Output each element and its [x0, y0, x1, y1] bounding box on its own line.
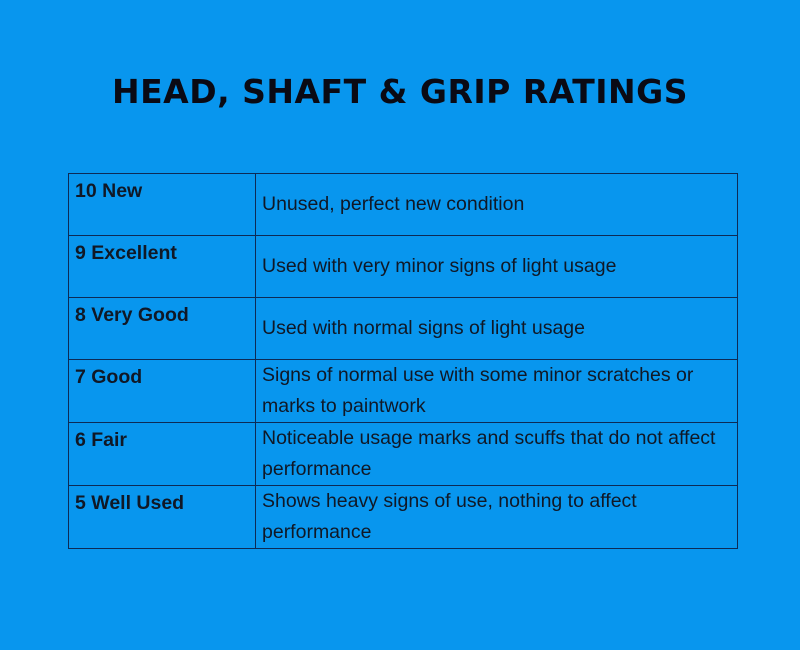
rating-description: Used with very minor signs of light usag…	[255, 235, 738, 298]
rating-description: Shows heavy signs of use, nothing to aff…	[255, 485, 738, 549]
table-row: 5 Well Used Shows heavy signs of use, no…	[68, 485, 738, 549]
table-row: 10 New Unused, perfect new condition	[68, 173, 738, 236]
rating-label: 8 Very Good	[68, 297, 256, 360]
rating-label: 10 New	[68, 173, 256, 236]
table-row: 7 Good Signs of normal use with some min…	[68, 359, 738, 423]
table-row: 8 Very Good Used with normal signs of li…	[68, 297, 738, 360]
rating-description: Used with normal signs of light usage	[255, 297, 738, 360]
rating-description: Noticeable usage marks and scuffs that d…	[255, 422, 738, 486]
rating-label: 5 Well Used	[68, 485, 256, 549]
ratings-table: 10 New Unused, perfect new condition 9 E…	[68, 173, 738, 549]
rating-label: 7 Good	[68, 359, 256, 423]
page-title: HEAD, SHAFT & GRIP RATINGS	[112, 72, 688, 111]
rating-description: Signs of normal use with some minor scra…	[255, 359, 738, 423]
rating-description: Unused, perfect new condition	[255, 173, 738, 236]
table-row: 9 Excellent Used with very minor signs o…	[68, 235, 738, 298]
table-row: 6 Fair Noticeable usage marks and scuffs…	[68, 422, 738, 486]
rating-label: 9 Excellent	[68, 235, 256, 298]
rating-label: 6 Fair	[68, 422, 256, 486]
